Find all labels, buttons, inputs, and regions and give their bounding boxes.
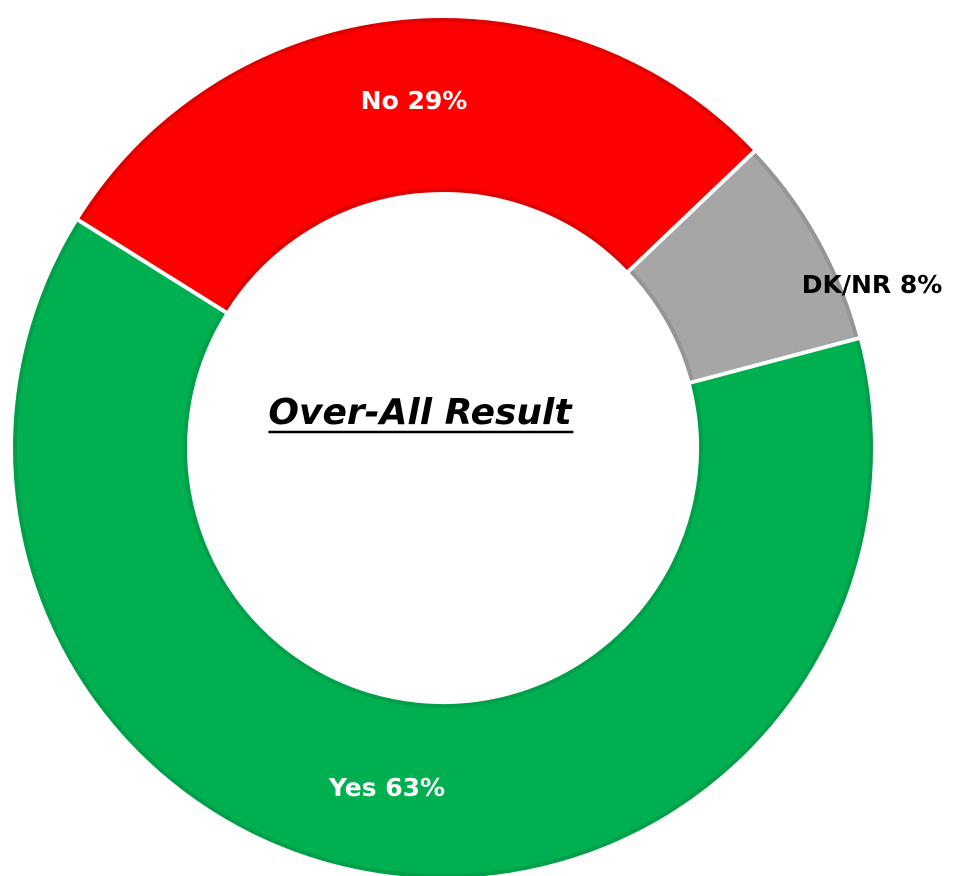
slice-separator xyxy=(686,335,864,386)
chart-title: Over-All Result xyxy=(268,392,573,433)
data-label-dk-nr: DK/NR 8% xyxy=(802,270,943,299)
slices-layer xyxy=(13,18,873,876)
slice-separator xyxy=(624,147,759,276)
data-label-no: No 29% xyxy=(361,86,468,115)
slice-yes xyxy=(13,219,873,876)
data-label-yes: Yes 63% xyxy=(328,773,445,802)
labels-layer: No 29% DK/NR 8% Yes 63% xyxy=(328,86,942,802)
slice-no xyxy=(78,18,755,314)
slice-separator xyxy=(73,216,231,317)
